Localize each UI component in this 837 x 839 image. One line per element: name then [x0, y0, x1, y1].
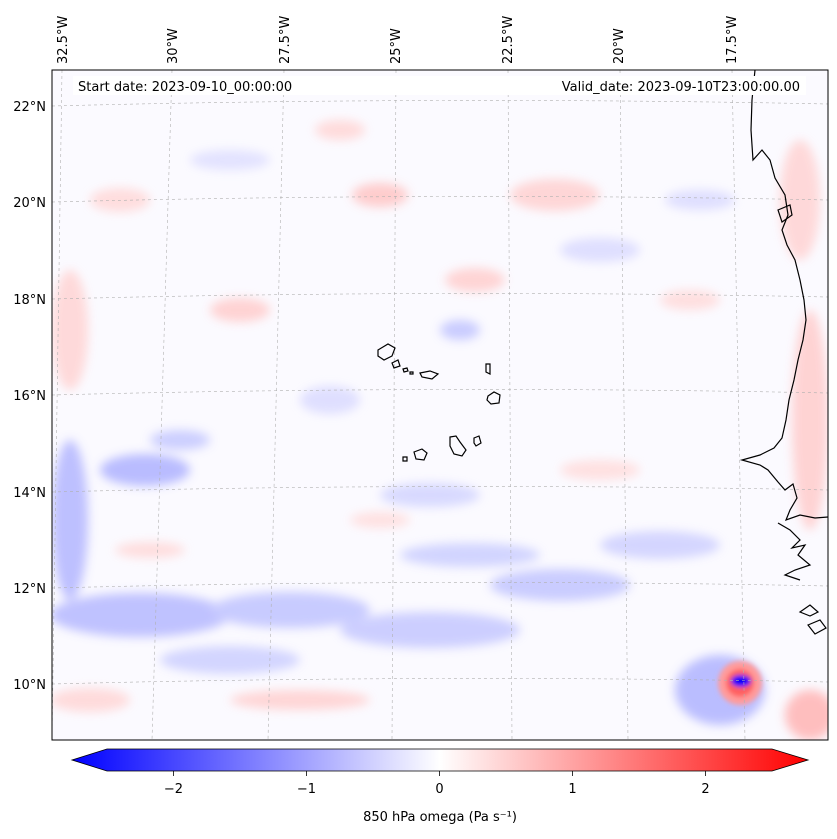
lat-label-22n: 22°N: [13, 100, 46, 115]
lon-label-17-5w: 17.5°W: [725, 16, 740, 64]
lat-label-18n: 18°N: [13, 293, 46, 308]
plot-frame: [51, 69, 829, 741]
colorbar-tick-label: 0: [435, 782, 443, 797]
lat-label-16n: 16°N: [13, 389, 46, 404]
colorbar-tick-label: 1: [568, 782, 576, 797]
colorbar-tick-label: 2: [701, 782, 709, 797]
colorbar-ticks: −2 −1 0 1 2: [164, 771, 710, 797]
longitude-labels: 32.5°W 30°W 27.5°W 25°W 22.5°W 20°W 17.5…: [56, 16, 740, 64]
cape-verde-islands: [377, 343, 501, 462]
lat-label-10n: 10°N: [13, 678, 46, 693]
colorbar-tick-label: −1: [297, 782, 316, 797]
valid-date: Valid_date: 2023-09-10T23:00:00.00: [562, 80, 800, 95]
lon-label-25w: 25°W: [389, 28, 404, 64]
lat-label-20n: 20°N: [13, 196, 46, 211]
lat-label-12n: 12°N: [13, 582, 46, 597]
omega-field: [52, 120, 828, 740]
lon-label-27-5w: 27.5°W: [278, 16, 293, 64]
colorbar-label: 850 hPa omega (Pa s⁻¹): [363, 810, 517, 825]
lon-label-30w: 30°W: [166, 28, 181, 64]
header-bg: [73, 76, 806, 95]
lat-label-14n: 14°N: [13, 486, 46, 501]
latitude-labels: 22°N 20°N 18°N 16°N 14°N 12°N 10°N: [13, 100, 46, 693]
start-date: Start date: 2023-09-10_00:00:00: [78, 80, 292, 95]
colorbar-body: [70, 748, 810, 772]
graticule: [52, 70, 828, 740]
colorbar: −2 −1 0 1 2 850 hPa omega (Pa s⁻¹): [70, 748, 810, 825]
lon-label-32-5w: 32.5°W: [56, 16, 71, 64]
lon-label-22-5w: 22.5°W: [501, 16, 516, 64]
coastline: [739, 70, 828, 635]
lon-label-20w: 20°W: [612, 28, 627, 64]
colorbar-tick-label: −2: [164, 782, 183, 797]
